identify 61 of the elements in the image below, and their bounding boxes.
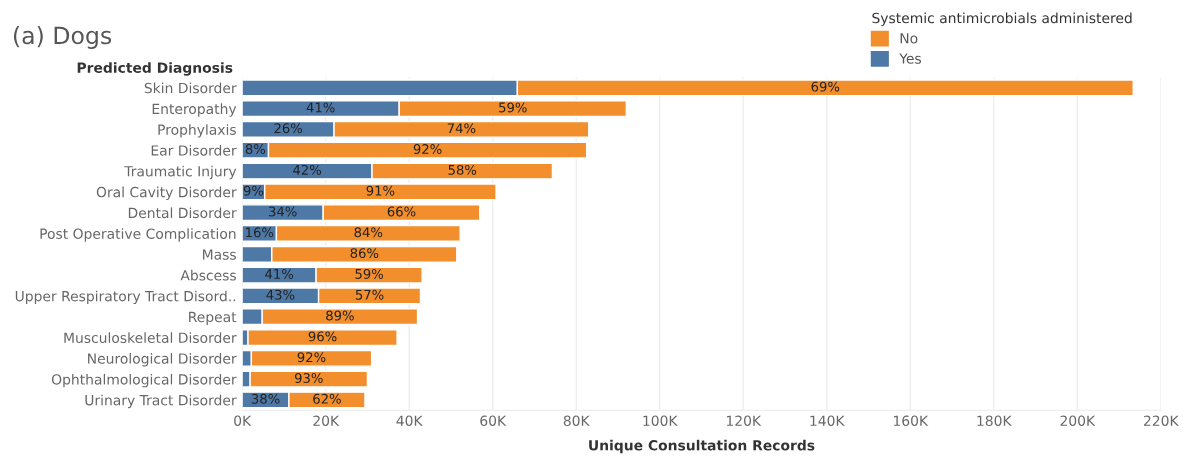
x-tick-label: 60K (480, 415, 507, 426)
x-tick-label: 0K (234, 415, 252, 426)
annotation: 91% (366, 185, 395, 196)
y-tick-label: Mass (203, 249, 236, 260)
annotation: 26% (274, 123, 303, 134)
x-tick-label: 40K (396, 415, 423, 426)
annotation: 62% (313, 393, 341, 404)
annotation: 84% (354, 227, 383, 238)
y-tick-label: Neurological Disorder (88, 353, 237, 367)
y-tick-label: Abscess (180, 269, 236, 281)
annotation: 59% (499, 102, 527, 113)
legend-label: Yes (899, 53, 922, 64)
y-tick-label: Enteropathy (152, 103, 237, 117)
x-tick-label: 20K (313, 415, 340, 426)
annotation: 69% (811, 81, 840, 92)
x-tick-label: 120K (726, 415, 762, 426)
annotation: 92% (297, 352, 326, 363)
y-tick-label: Urinary Tract Disorder (85, 394, 237, 409)
x-tick-label: 180K (977, 415, 1012, 426)
annotation: 41% (265, 268, 294, 279)
y-tick-label: Traumatic Injury (124, 165, 237, 180)
legend-title: Systemic antimicrobials administered (872, 12, 1132, 26)
annotation: 41% (306, 102, 335, 113)
annotation: 8% (245, 144, 266, 155)
y-tick-label: Prophylaxis (158, 124, 236, 138)
x-tick-label: 200K (1060, 415, 1096, 426)
annotation: 66% (387, 206, 416, 217)
annotation: 59% (355, 268, 384, 279)
annotation: 86% (350, 248, 379, 259)
annotation: 89% (326, 310, 354, 321)
y-axis-title: Predicted Diagnosis (77, 62, 233, 76)
bar (247, 329, 398, 347)
annotation: 92% (413, 144, 442, 155)
annotation: 34% (269, 206, 297, 217)
y-tick-label: Skin Disorder (144, 82, 237, 94)
annotation: 43% (266, 289, 295, 300)
x-tick-label: 160K (893, 415, 929, 426)
y-tick-label: Musculoskeletal Disorder (64, 332, 237, 344)
legend-label: No (900, 33, 918, 44)
annotation: 38% (251, 393, 280, 404)
chart-title: (a) Dogs (13, 26, 112, 49)
y-tick-label: Ophthalmological Disorder (51, 373, 237, 388)
y-tick-label: Upper Respiratory Tract Disord.. (15, 290, 236, 305)
y-tick-label: Dental Disorder (128, 207, 237, 219)
annotation: 42% (293, 164, 322, 175)
y-tick-label: Repeat (189, 311, 237, 325)
x-tick-label: 220K (1144, 415, 1179, 426)
annotation: 74% (447, 123, 476, 134)
annotation: 16% (246, 227, 274, 238)
annotation: 57% (355, 289, 384, 300)
x-tick-label: 100K (643, 415, 678, 426)
x-axis-title: Unique Consultation Records (589, 439, 815, 454)
annotation: 58% (448, 164, 477, 175)
y-tick-label: Post Operative Complication (40, 228, 236, 242)
y-tick-label: Oral Cavity Disorder (96, 186, 237, 201)
x-tick-label: 140K (810, 415, 845, 426)
annotation: 96% (308, 331, 337, 342)
annotation: 93% (294, 373, 323, 383)
x-tick-label: 80K (563, 415, 590, 426)
annotation: 9% (243, 185, 264, 196)
y-tick-label: Ear Disorder (151, 144, 237, 156)
